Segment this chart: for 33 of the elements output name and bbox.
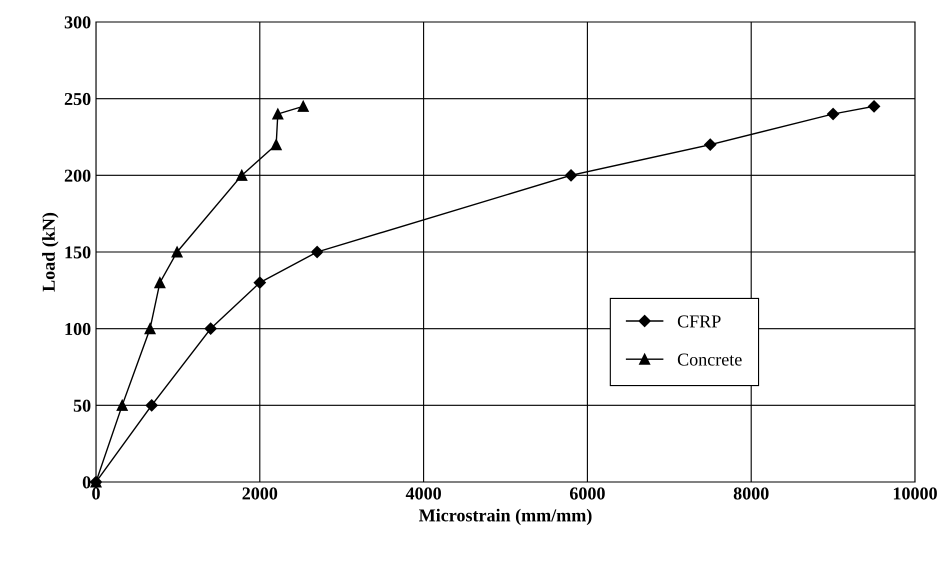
legend-label: Concrete [678, 354, 742, 366]
x-tick-label: 6000 [570, 487, 605, 500]
point [116, 400, 128, 411]
point [704, 138, 716, 151]
x-axis-title: Microstrain (mm/mm) [418, 508, 592, 526]
point [254, 276, 266, 289]
y-axis-title: Load (kN) [42, 212, 58, 292]
y-tick-label: 300 [64, 16, 90, 28]
x-tick-label: 0 [92, 487, 100, 500]
point [827, 108, 840, 120]
point [298, 100, 309, 112]
x-tick-label: 2000 [242, 487, 278, 500]
y-tick-label: 50 [74, 400, 90, 412]
x-tick-label: 8000 [734, 487, 769, 500]
y-tick-label: 250 [64, 92, 90, 106]
point [154, 277, 166, 288]
point [564, 169, 578, 182]
x-tick-label: 4000 [406, 487, 441, 500]
point [144, 323, 156, 334]
point [204, 322, 217, 335]
y-tick-label: 0 [82, 476, 90, 488]
point [146, 399, 158, 412]
x-tick-label: 10000 [894, 487, 937, 500]
point [236, 170, 248, 181]
point [172, 246, 183, 258]
point [270, 139, 282, 150]
point [868, 100, 880, 112]
legend-label: CFRP [678, 315, 721, 328]
y-tick-label: 200 [64, 170, 90, 182]
y-tick-label: 150 [66, 246, 90, 258]
point [272, 108, 284, 120]
y-tick-label: 100 [66, 322, 90, 336]
point [311, 246, 324, 258]
